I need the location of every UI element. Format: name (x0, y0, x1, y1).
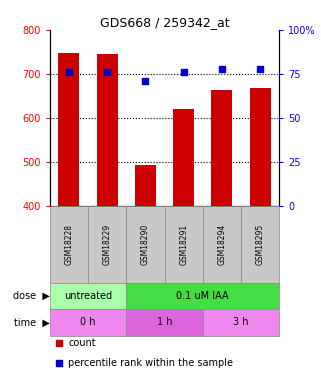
Bar (88, 206, 126, 283)
Point (245, 279, 250, 285)
Bar (50, 206, 88, 283)
Bar (173, 109, 194, 206)
Text: GSM18291: GSM18291 (179, 224, 188, 265)
Text: 0.1 uM IAA: 0.1 uM IAA (177, 291, 229, 301)
Bar (135, 165, 156, 206)
Text: 1 h: 1 h (157, 317, 172, 327)
Text: time  ▶: time ▶ (14, 317, 50, 327)
Point (219, 66, 224, 72)
Point (257, 66, 263, 72)
Text: percentile rank within the sample: percentile rank within the sample (68, 358, 233, 368)
Bar (203, 206, 241, 283)
Bar (241, 206, 279, 283)
Bar (250, 88, 271, 206)
Text: dose  ▶: dose ▶ (13, 291, 50, 301)
Bar (97, 54, 118, 206)
Bar (126, 283, 279, 309)
Bar (50, 283, 126, 309)
Text: untreated: untreated (64, 291, 112, 301)
Text: GSM18229: GSM18229 (103, 224, 112, 265)
Title: GDS668 / 259342_at: GDS668 / 259342_at (100, 16, 229, 29)
Text: GSM18290: GSM18290 (141, 224, 150, 265)
Text: 3 h: 3 h (233, 317, 249, 327)
Text: GSM18294: GSM18294 (217, 224, 226, 265)
Text: GSM18228: GSM18228 (65, 224, 74, 265)
Bar (211, 90, 232, 206)
Point (245, 97, 250, 103)
Point (66, 69, 72, 75)
Bar (58, 53, 79, 206)
Point (181, 69, 186, 75)
Point (143, 78, 148, 84)
Point (105, 69, 110, 75)
Bar (164, 206, 203, 283)
Bar (126, 309, 203, 336)
Text: count: count (68, 338, 96, 348)
Text: 0 h: 0 h (80, 317, 96, 327)
Bar (126, 206, 164, 283)
Text: GSM18295: GSM18295 (256, 224, 265, 265)
Bar (203, 309, 279, 336)
Bar (50, 309, 126, 336)
